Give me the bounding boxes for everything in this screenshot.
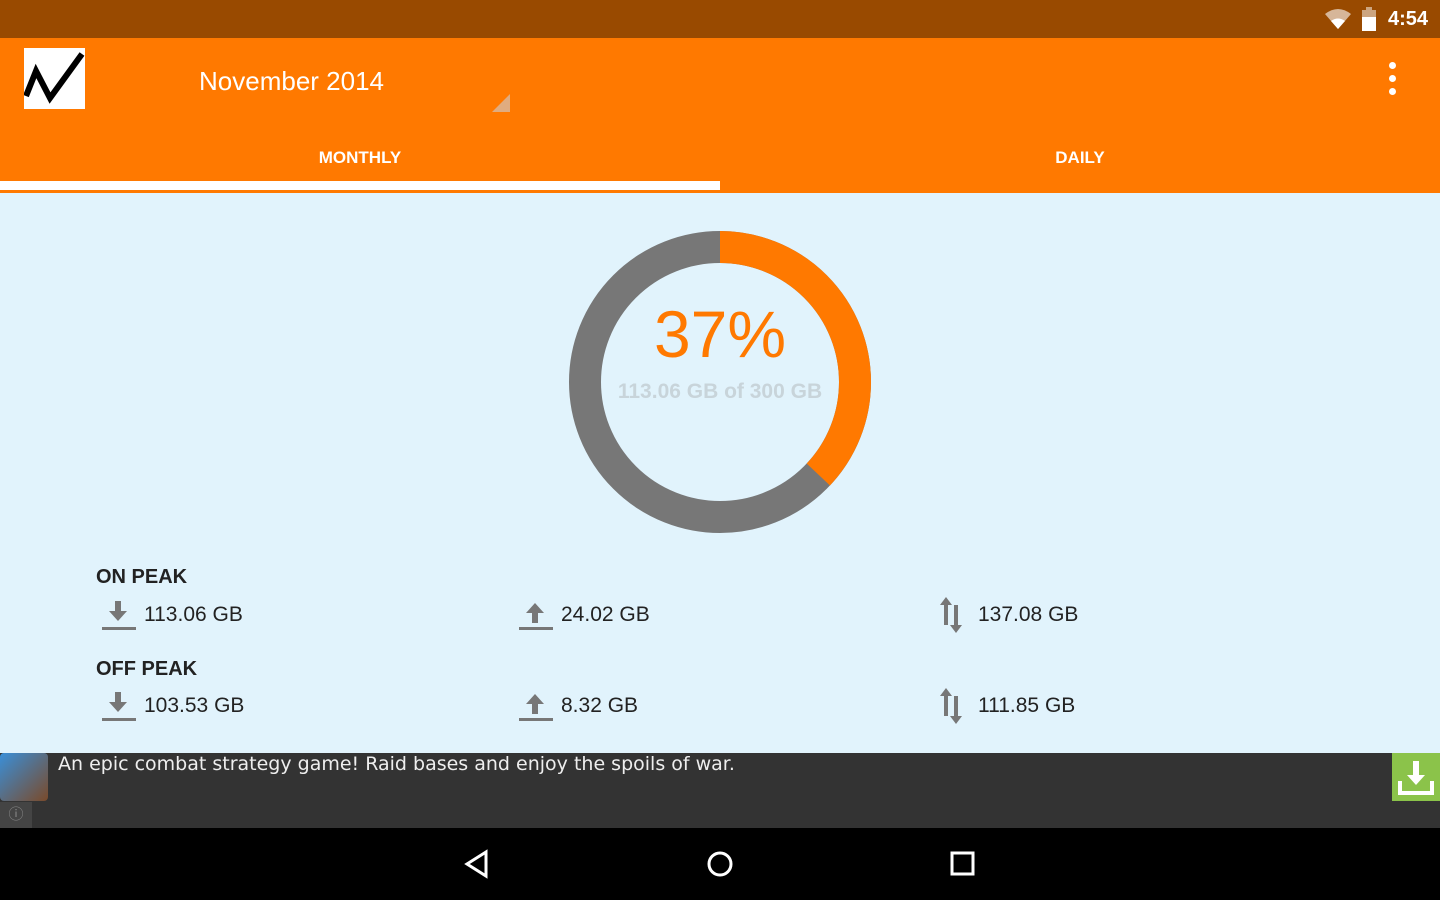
ad-text: An epic combat strategy game! Raid bases…: [58, 753, 735, 775]
wifi-icon: [1325, 9, 1351, 29]
ad-app-icon: [0, 753, 48, 801]
clock: 4:54: [1387, 8, 1428, 30]
off-peak-label: OFF PEAK: [96, 658, 198, 680]
app-logo: [23, 48, 85, 109]
usage-donut: [569, 231, 871, 533]
navigation-bar: [0, 828, 1440, 900]
on-peak-total: 137.08 GB: [934, 597, 1078, 633]
value: 111.85 GB: [978, 694, 1076, 717]
month-label: November 2014: [199, 66, 384, 96]
ad-info-icon[interactable]: ⓘ: [0, 802, 32, 828]
value: 8.32 GB: [561, 694, 639, 717]
used-arc: [569, 231, 871, 533]
off-peak-total: 111.85 GB: [934, 688, 1075, 724]
download-icon: [102, 692, 136, 721]
recents-icon[interactable]: [948, 848, 978, 880]
download-icon: [102, 601, 136, 630]
up-down-arrows-icon: [940, 597, 962, 633]
overflow-menu-icon[interactable]: [1380, 62, 1404, 98]
ad-banner[interactable]: An epic combat strategy game! Raid bases…: [0, 753, 1440, 828]
value: 113.06 GB: [144, 603, 243, 626]
tab-indicator: [0, 181, 720, 190]
up-down-arrows-icon: [940, 688, 962, 724]
ad-download-button[interactable]: [1392, 753, 1440, 801]
off-peak-upload: 8.32 GB: [517, 688, 638, 724]
dropdown-triangle-icon: [492, 94, 510, 112]
status-bar: 4:54: [0, 0, 1440, 38]
download-icon: [1398, 761, 1434, 795]
value: 137.08 GB: [978, 603, 1079, 626]
home-icon[interactable]: [705, 848, 735, 880]
upload-icon: [519, 603, 553, 630]
usage-summary: 113.06 GB of 300 GB: [617, 380, 823, 403]
tab-daily[interactable]: DAILY: [1055, 148, 1105, 167]
back-icon[interactable]: [462, 848, 492, 880]
value: 103.53 GB: [144, 694, 245, 717]
battery-icon: [1362, 7, 1376, 31]
on-peak-download: 113.06 GB: [100, 597, 243, 633]
usage-percent: 37%: [653, 297, 787, 371]
on-peak-upload: 24.02 GB: [517, 597, 650, 633]
tab-monthly[interactable]: MONTHLY: [318, 148, 402, 167]
app-bar: November 2014 MONTHLY DAILY: [0, 38, 1440, 193]
on-peak-label: ON PEAK: [96, 566, 188, 588]
off-peak-download: 103.53 GB: [100, 688, 244, 724]
value: 24.02 GB: [561, 603, 650, 626]
upload-icon: [519, 694, 553, 721]
